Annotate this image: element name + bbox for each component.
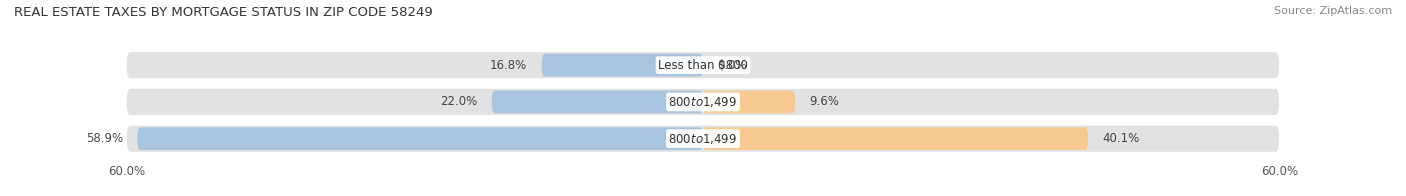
FancyBboxPatch shape: [138, 127, 703, 150]
FancyBboxPatch shape: [541, 54, 703, 77]
Legend: Without Mortgage, With Mortgage: Without Mortgage, With Mortgage: [569, 193, 837, 196]
FancyBboxPatch shape: [703, 91, 796, 113]
Text: $800 to $1,499: $800 to $1,499: [668, 132, 738, 146]
Text: 16.8%: 16.8%: [491, 59, 527, 72]
Text: 40.1%: 40.1%: [1102, 132, 1140, 145]
FancyBboxPatch shape: [492, 91, 703, 113]
Text: Source: ZipAtlas.com: Source: ZipAtlas.com: [1274, 6, 1392, 16]
FancyBboxPatch shape: [703, 127, 1088, 150]
Text: 58.9%: 58.9%: [86, 132, 122, 145]
Text: $800 to $1,499: $800 to $1,499: [668, 95, 738, 109]
Text: 22.0%: 22.0%: [440, 95, 477, 108]
FancyBboxPatch shape: [127, 126, 1279, 152]
Text: Less than $800: Less than $800: [658, 59, 748, 72]
Text: 9.6%: 9.6%: [810, 95, 839, 108]
Text: REAL ESTATE TAXES BY MORTGAGE STATUS IN ZIP CODE 58249: REAL ESTATE TAXES BY MORTGAGE STATUS IN …: [14, 6, 433, 19]
FancyBboxPatch shape: [127, 89, 1279, 115]
FancyBboxPatch shape: [127, 52, 1279, 78]
Text: 0.0%: 0.0%: [717, 59, 747, 72]
